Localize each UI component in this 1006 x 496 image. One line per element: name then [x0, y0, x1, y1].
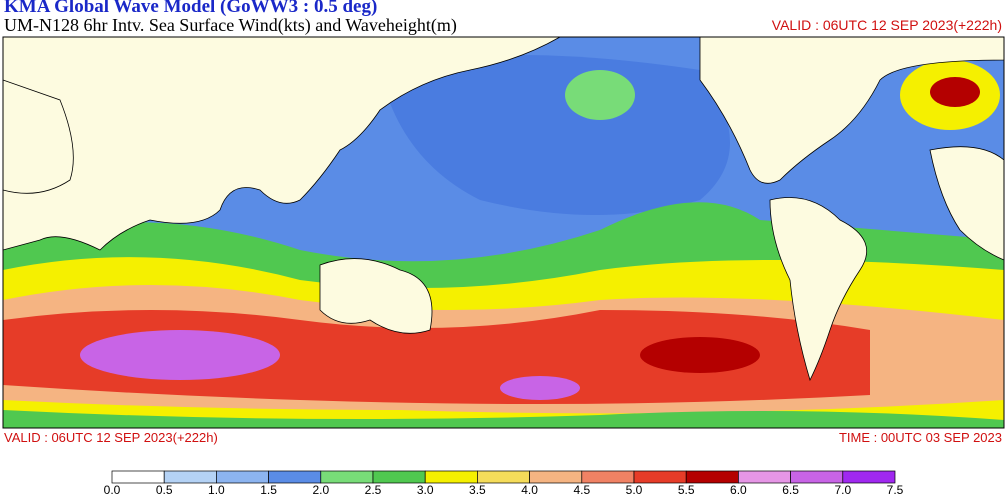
colorbar-box — [529, 470, 583, 484]
africa-east — [2, 79, 74, 194]
colorbar-label: 3.5 — [469, 483, 486, 496]
wave-peak — [500, 376, 580, 400]
colorbar-label: 4.5 — [573, 483, 590, 496]
north-america — [699, 36, 1005, 184]
colorbar-label: 0.5 — [156, 483, 173, 496]
colorbar-label: 2.0 — [312, 483, 329, 496]
colorbar-box — [477, 470, 530, 484]
australia — [319, 258, 433, 334]
wave-peak — [565, 70, 635, 120]
colorbar-label: 5.0 — [626, 483, 643, 496]
colorbar-box — [163, 470, 217, 484]
subtitle: UM-N128 6hr Intv. Sea Surface Wind(kts) … — [4, 15, 457, 35]
colorbar-box — [842, 470, 896, 484]
colorbar-label: 4.0 — [521, 483, 538, 496]
ocean-dark — [380, 55, 730, 215]
colorbar-label: 7.0 — [834, 483, 851, 496]
colorbar-label: 7.5 — [887, 483, 904, 496]
colorbar-label: 6.0 — [730, 483, 747, 496]
colorbar: 0.0 0.5 1.0 1.5 2.0 2.5 3.0 3.5 4.0 4.5 5.0 5.5 6.0 6… — [104, 470, 904, 496]
colorbar-label: 1.5 — [260, 483, 277, 496]
wave-peak — [640, 337, 760, 373]
land — [2, 36, 1005, 382]
colorbar-label: 3.0 — [417, 483, 434, 496]
wave-peak — [930, 77, 980, 107]
colorbar-box — [581, 470, 635, 484]
south-america — [769, 197, 868, 382]
colorbar-box — [424, 470, 478, 484]
valid-top: VALID : 06UTC 12 SEP 2023(+222h) — [771, 17, 1002, 33]
valid-bottom: VALID : 06UTC 12 SEP 2023(+222h) — [4, 430, 218, 445]
colorbar-label: 5.5 — [678, 483, 695, 496]
colorbar-box — [685, 470, 739, 484]
map-frame — [2, 36, 1005, 429]
colorbar-label: 1.0 — [208, 483, 225, 496]
title: KMA Global Wave Model (GoWW3 : 0.5 deg) — [4, 0, 378, 17]
time: TIME : 00UTC 03 SEP 2023 — [838, 430, 1002, 445]
colorbar-box — [372, 470, 426, 484]
colorbar-label: 2.5 — [365, 483, 382, 496]
colorbar-box — [320, 470, 374, 484]
africa — [929, 146, 1005, 261]
colorbar-box — [633, 470, 687, 484]
eurasia — [2, 36, 562, 251]
colorbar-box — [738, 470, 791, 484]
colorbar-box — [790, 470, 844, 484]
colorbar-box — [268, 470, 322, 484]
wave-peak — [80, 330, 280, 380]
colorbar-label: 6.5 — [782, 483, 799, 496]
colorbar-box — [216, 470, 269, 484]
colorbar-label: 0.0 — [104, 483, 121, 496]
wave-band — [3, 410, 1004, 428]
colorbar-box — [111, 470, 165, 484]
